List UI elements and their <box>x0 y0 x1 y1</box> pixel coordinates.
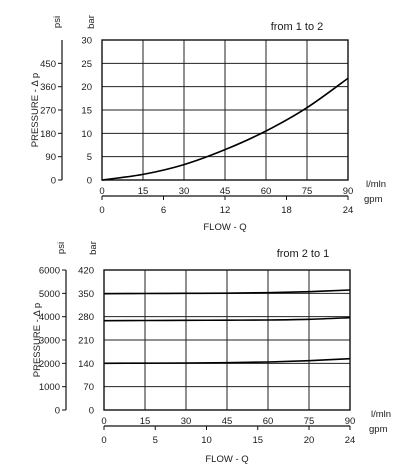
chart1-xtick-gpm-label: 6 <box>161 205 166 216</box>
chart2-ytick-psi-label: 1000 <box>39 382 60 393</box>
chart2-lmin-unit-label: l/mln <box>371 409 391 420</box>
chart1-xtick-lmin-label: 15 <box>138 186 149 197</box>
chart2-xtick-lmin-label: 15 <box>140 416 151 427</box>
chart1-series-line-1 <box>101 77 349 181</box>
chart2-ytick-bar-label: 210 <box>78 336 94 347</box>
chart1-y-axis-title: PRESSURE - Δ p <box>30 73 41 147</box>
chart1-xtick-lmin-label: 75 <box>302 186 313 197</box>
chart2-x-axis-title: FLOW - Q <box>205 454 248 465</box>
chart1-ytick-bar-label: 15 <box>81 106 92 117</box>
chart2-plot-frame <box>103 269 351 411</box>
chart1-ytick-psi-label: 0 <box>51 176 56 187</box>
chart2-gpm-unit-label: gpm <box>369 424 388 435</box>
chart1-xtick-lmin-label: 45 <box>220 186 231 197</box>
chart1-bar-unit-label: bar <box>86 15 97 29</box>
chart1-direction-annotation: from 1 to 2 <box>271 21 324 33</box>
chart2-ytick-psi-label: 3000 <box>39 336 60 347</box>
chart1-ytick-psi-label: 360 <box>40 82 56 93</box>
chart2-xtick-gpm-label: 5 <box>153 435 158 446</box>
chart1-x-axis-title: FLOW - Q <box>203 222 246 233</box>
chart2-ytick-psi-label: 4000 <box>39 312 60 323</box>
chart2-ytick-bar-label: 0 <box>89 406 94 417</box>
chart1-xtick-gpm-label: 0 <box>99 205 104 216</box>
chart2-ytick-psi-label: 6000 <box>39 266 60 277</box>
chart2-ytick-psi-label: 5000 <box>39 289 60 300</box>
chart2-series-line-2 <box>103 316 351 322</box>
chart1-ytick-psi-label: 450 <box>40 59 56 70</box>
chart1-lmin-unit-label: l/mln <box>366 179 386 190</box>
chart1-ytick-psi-label: 180 <box>40 129 56 140</box>
chart1-ytick-bar-label: 0 <box>87 176 92 187</box>
chart1-xtick-lmin-label: 0 <box>99 186 104 197</box>
chart2-ytick-bar-label: 420 <box>78 266 94 277</box>
chart2-xtick-gpm-label: 24 <box>345 435 356 446</box>
chart1-ytick-bar-label: 10 <box>81 129 92 140</box>
chart2-xtick-gpm-label: 20 <box>304 435 315 446</box>
chart2-ytick-psi-label: 0 <box>55 406 60 417</box>
chart1-xtick-gpm-label: 24 <box>343 205 354 216</box>
chart1-xtick-gpm-label: 12 <box>220 205 231 216</box>
chart2-xtick-gpm-label: 15 <box>252 435 263 446</box>
chart2-y-axis-title: PRESSURE - Δ p <box>32 303 43 377</box>
chart2-xtick-lmin-label: 75 <box>304 416 315 427</box>
chart2-psi-unit-label: psi <box>56 242 67 254</box>
chart1-ytick-bar-label: 20 <box>81 82 92 93</box>
chart1-xtick-lmin-label: 60 <box>261 186 272 197</box>
chart2-series-line-3 <box>103 357 351 365</box>
chart1-xtick-gpm-label: 18 <box>281 205 292 216</box>
chart2-xtick-lmin-label: 60 <box>263 416 274 427</box>
chart1-ytick-psi-label: 270 <box>40 106 56 117</box>
chart2-bar-unit-label: bar <box>88 241 99 255</box>
chart2-xtick-lmin-label: 0 <box>101 416 106 427</box>
chart2-ytick-bar-label: 70 <box>83 382 94 393</box>
chart1-ytick-bar-label: 5 <box>87 152 92 163</box>
chart1-xtick-lmin-label: 30 <box>179 186 190 197</box>
chart1-ytick-bar-label: 30 <box>81 36 92 47</box>
chart2-ytick-bar-label: 140 <box>78 359 94 370</box>
chart1-plot-frame <box>101 39 349 181</box>
chart1-xtick-lmin-label: 90 <box>343 186 354 197</box>
chart2-direction-annotation: from 2 to 1 <box>277 248 330 260</box>
chart2-xtick-gpm-label: 10 <box>201 435 212 446</box>
chart1-psi-unit-label: psi <box>52 16 63 28</box>
chart2-xtick-lmin-label: 30 <box>181 416 192 427</box>
chart2-xtick-lmin-label: 45 <box>222 416 233 427</box>
chart2-ytick-bar-label: 350 <box>78 289 94 300</box>
chart2-xtick-lmin-label: 90 <box>345 416 356 427</box>
chart2-ytick-bar-label: 280 <box>78 312 94 323</box>
chart2-ytick-psi-label: 2000 <box>39 359 60 370</box>
chart1-ytick-psi-label: 90 <box>45 152 56 163</box>
chart1-gpm-unit-label: gpm <box>364 194 383 205</box>
chart1-ytick-bar-label: 25 <box>81 59 92 70</box>
chart2-series-line-1 <box>103 289 351 295</box>
chart2-xtick-gpm-label: 0 <box>101 435 106 446</box>
